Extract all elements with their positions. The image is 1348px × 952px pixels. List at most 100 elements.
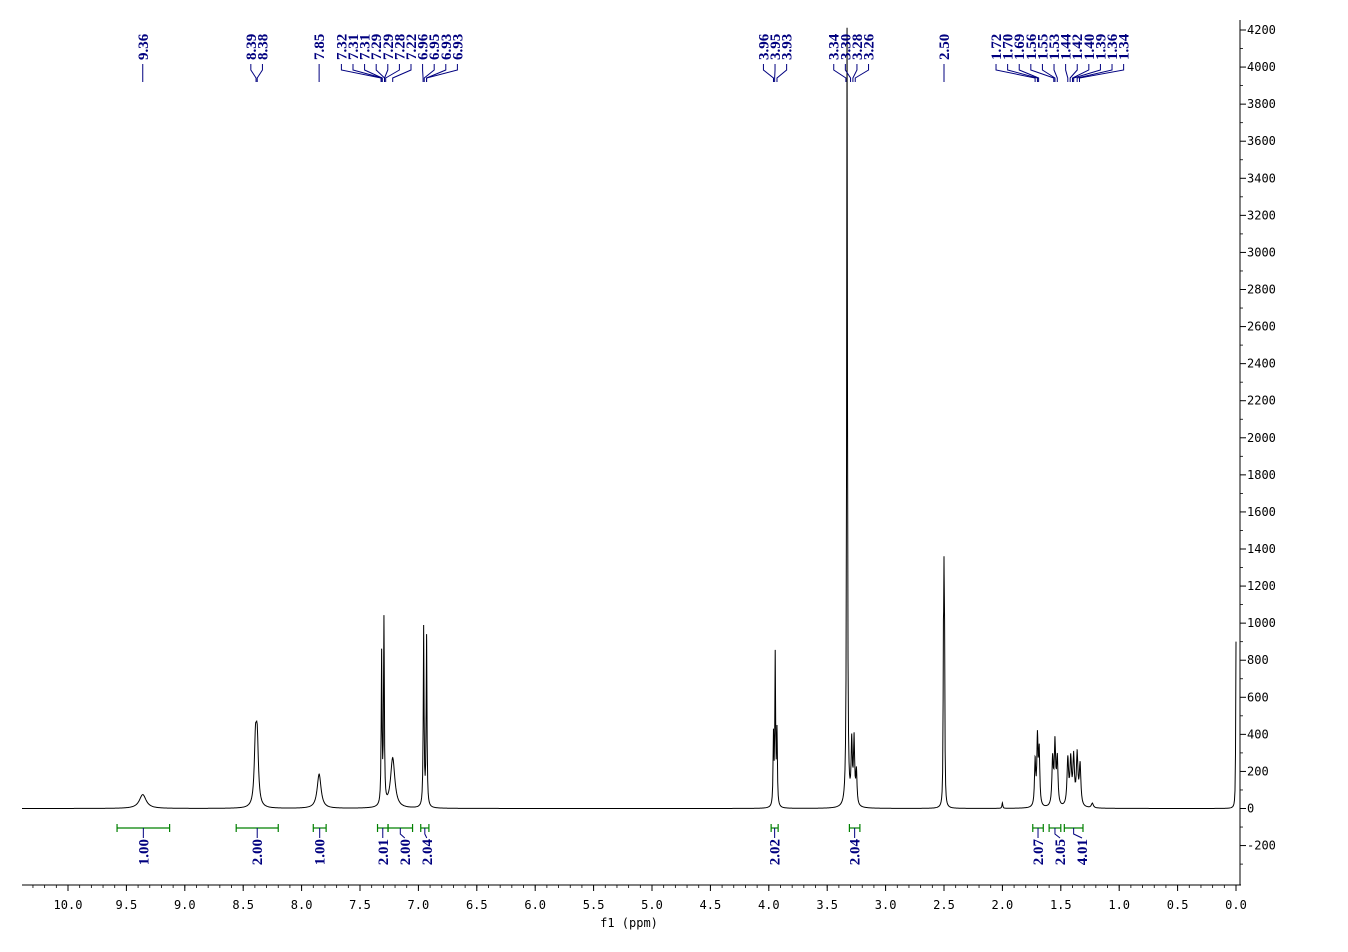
peak-label: 7.22	[404, 34, 420, 60]
peak-label: 1.42	[1070, 34, 1086, 60]
peak-label: 1.44	[1059, 33, 1075, 60]
peak-label-group: 2.50	[937, 34, 953, 82]
integral-leader	[424, 828, 428, 839]
x-tick-label: 7.0	[408, 898, 430, 912]
peak-label: 6.95	[427, 34, 443, 60]
peak-label-group: 3.343.303.283.26	[827, 33, 878, 82]
peak-label-group: 1.721.701.691.561.551.531.441.421.401.39…	[989, 33, 1133, 82]
x-tick-label: 5.5	[583, 898, 605, 912]
peak-label-group: 7.327.317.317.297.297.287.226.966.956.93…	[334, 33, 466, 82]
peak-label: 1.72	[989, 34, 1005, 60]
peak-label-group: 8.398.38	[244, 34, 271, 82]
y-tick-label: 1400	[1247, 542, 1276, 556]
peak-label: 9.36	[136, 33, 152, 60]
integral-leader	[399, 828, 406, 839]
integral-value-label: 2.04	[420, 839, 436, 866]
peak-label: 1.70	[1001, 34, 1017, 60]
peak-label-leader	[833, 64, 847, 82]
peak-label: 2.50	[937, 34, 953, 60]
peak-label: 3.95	[768, 34, 784, 60]
integral-value-label: 2.05	[1053, 839, 1069, 865]
peak-label: 7.31	[346, 34, 362, 60]
integral-value-label: 2.04	[848, 839, 864, 866]
x-tick-label: 7.5	[349, 898, 371, 912]
y-tick-label: 3600	[1247, 134, 1276, 148]
peak-label: 3.96	[756, 33, 772, 60]
x-tick-label: 2.5	[933, 898, 955, 912]
peak-label: 7.32	[334, 34, 350, 60]
peak-label-leader	[762, 64, 774, 82]
peak-label-leader	[1030, 64, 1055, 82]
integral-value-label: 2.00	[250, 839, 266, 865]
peak-label-leader	[426, 64, 458, 82]
x-tick-label: 1.5	[1050, 898, 1072, 912]
y-tick-label: 4000	[1247, 60, 1276, 74]
peak-label-leader	[844, 64, 852, 82]
integral-value-label: 2.02	[768, 839, 784, 865]
x-tick-label: 6.5	[466, 898, 488, 912]
spectrum-layer	[22, 27, 1237, 809]
integral-value-label: 4.01	[1075, 839, 1091, 865]
peak-label: 1.69	[1012, 34, 1028, 60]
integral-value-label: 2.00	[398, 839, 414, 865]
integral-value-label: 1.00	[313, 839, 329, 865]
peak-label-leader	[854, 64, 870, 82]
peak-label-leader	[1078, 64, 1125, 82]
integral-value-label: 1.00	[136, 839, 152, 865]
y-tick-label: -200	[1247, 839, 1276, 853]
x-tick-label: 4.5	[700, 898, 722, 912]
peak-label-leader	[776, 64, 788, 82]
peak-label: 6.93	[439, 34, 455, 60]
x-tick-label: 9.5	[116, 898, 138, 912]
spectrum-trace	[22, 27, 1237, 809]
peak-label: 1.40	[1082, 34, 1098, 60]
peak-label: 7.85	[312, 34, 328, 60]
peak-label-leader	[995, 64, 1036, 82]
y-tick-label: 3400	[1247, 171, 1276, 185]
peak-label: 3.93	[780, 34, 796, 60]
peak-label-leader	[1007, 64, 1038, 82]
peak-label-leader	[1053, 64, 1058, 82]
peak-label-leader	[1069, 64, 1078, 82]
x-tick-label: 0.0	[1225, 898, 1247, 912]
y-tick-label: 4200	[1247, 23, 1276, 37]
peak-label: 1.39	[1093, 34, 1109, 60]
y-tick-label: 400	[1247, 727, 1269, 741]
peak-label: 1.36	[1105, 33, 1121, 60]
y-tick-label: 3200	[1247, 208, 1276, 222]
integral-leader	[1054, 828, 1061, 839]
peak-label-leader	[392, 64, 412, 82]
x-tick-label: 10.0	[54, 898, 83, 912]
y-tick-label: 600	[1247, 690, 1269, 704]
y-tick-label: 1000	[1247, 616, 1276, 630]
x-tick-label: 5.0	[641, 898, 663, 912]
peak-label-leader	[385, 64, 400, 82]
y-tick-label: 800	[1247, 653, 1269, 667]
peak-label: 1.56	[1024, 33, 1040, 60]
y-tick-label: 2200	[1247, 394, 1276, 408]
x-tick-label: 3.0	[875, 898, 897, 912]
axes-layer: 10.0 9.5 9.0 8.5 8.0 7.5 7.0 6.5 6.0 5.5 5.0 4.5 4.0…	[22, 20, 1276, 912]
peak-label: 7.29	[369, 34, 385, 60]
peak-label-leader	[340, 64, 382, 82]
peak-label-leader	[1073, 64, 1101, 82]
y-tick-label: 1200	[1247, 579, 1276, 593]
peak-label: 6.93	[450, 34, 466, 60]
peak-label-leader	[384, 64, 389, 82]
peak-label: 7.29	[381, 34, 397, 60]
x-tick-label: 8.0	[291, 898, 313, 912]
y-tick-label: 200	[1247, 764, 1269, 778]
peak-label: 8.38	[255, 34, 271, 60]
x-tick-label: 2.0	[992, 898, 1014, 912]
peak-label: 6.96	[416, 33, 432, 60]
integral-value-label: 2.07	[1031, 839, 1047, 866]
peak-label-leader	[1065, 64, 1069, 82]
peak-label: 3.30	[838, 34, 854, 60]
peak-label-group: 3.963.953.93	[756, 33, 796, 82]
integral-leader	[1073, 828, 1083, 839]
x-tick-label: 4.0	[758, 898, 780, 912]
peak-labels-layer: 9.36 8.398.38 7.85 7.327.317.317.297.297.28…	[136, 33, 1133, 82]
peak-label: 3.34	[827, 33, 843, 60]
y-tick-label: 2000	[1247, 431, 1276, 445]
peak-label-leader	[1018, 64, 1040, 82]
